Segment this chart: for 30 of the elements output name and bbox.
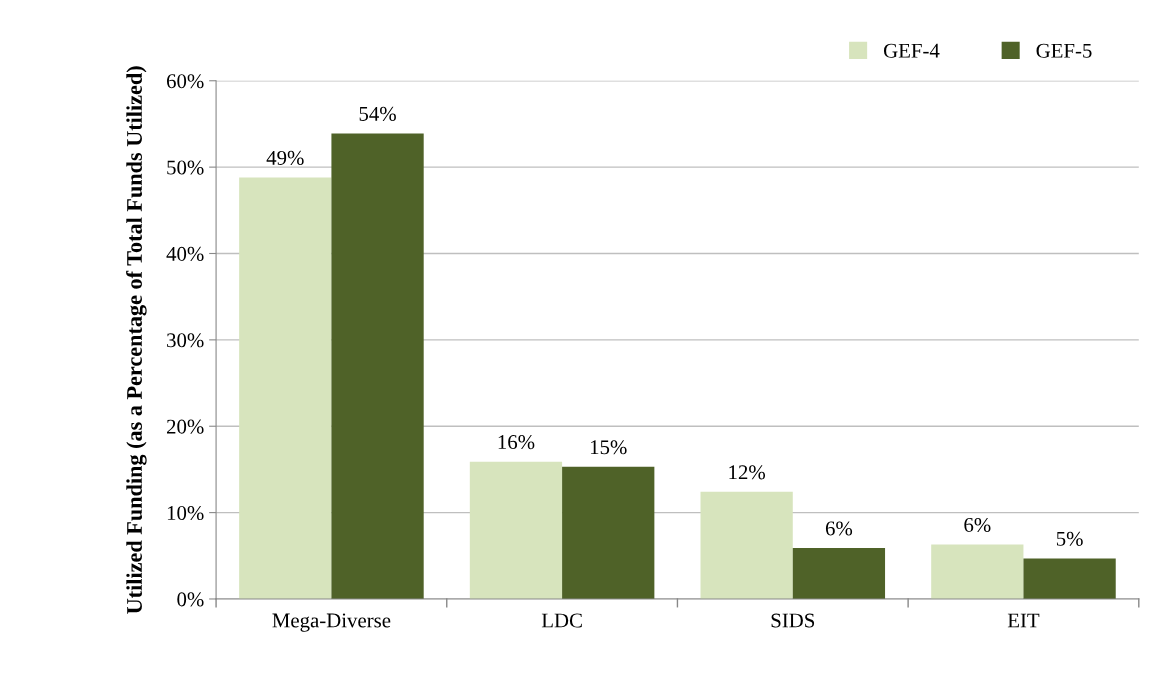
bar xyxy=(1023,558,1116,599)
y-tick-label: 0% xyxy=(177,592,204,607)
y-tick-label: 10% xyxy=(167,505,204,521)
bar xyxy=(562,466,655,599)
data-label: 49% xyxy=(266,150,304,165)
x-tick-label: Mega-Diverse xyxy=(272,613,391,632)
bar xyxy=(331,133,424,599)
bar xyxy=(792,548,886,599)
data-label: 6% xyxy=(964,517,991,533)
x-tick-label: LDC xyxy=(541,613,582,628)
y-tick-label: 50% xyxy=(167,160,204,175)
data-label: 12% xyxy=(729,465,766,480)
data-label: 6% xyxy=(825,521,853,536)
data-label: 54% xyxy=(359,106,396,121)
data-label: 16% xyxy=(498,435,535,450)
data-label: 5% xyxy=(1056,531,1083,546)
bar xyxy=(931,544,1024,599)
bar xyxy=(469,461,563,599)
y-tick-label: 40% xyxy=(166,246,204,261)
y-tick-label: 20% xyxy=(167,419,204,434)
y-tick-label: 60% xyxy=(166,74,204,89)
y-axis-title: Utilized Funding (as a Percentage of Total Funds Utilized) xyxy=(126,66,147,614)
bar xyxy=(239,177,332,599)
data-label: 15% xyxy=(590,440,627,455)
legend-label: GEF-5 xyxy=(1036,43,1092,58)
x-tick-label: SIDS xyxy=(771,613,815,628)
y-tick-label: 30% xyxy=(167,333,204,348)
legend-label: GEF-4 xyxy=(883,43,940,58)
bar xyxy=(700,491,793,599)
x-tick-label: EIT xyxy=(1007,613,1040,628)
